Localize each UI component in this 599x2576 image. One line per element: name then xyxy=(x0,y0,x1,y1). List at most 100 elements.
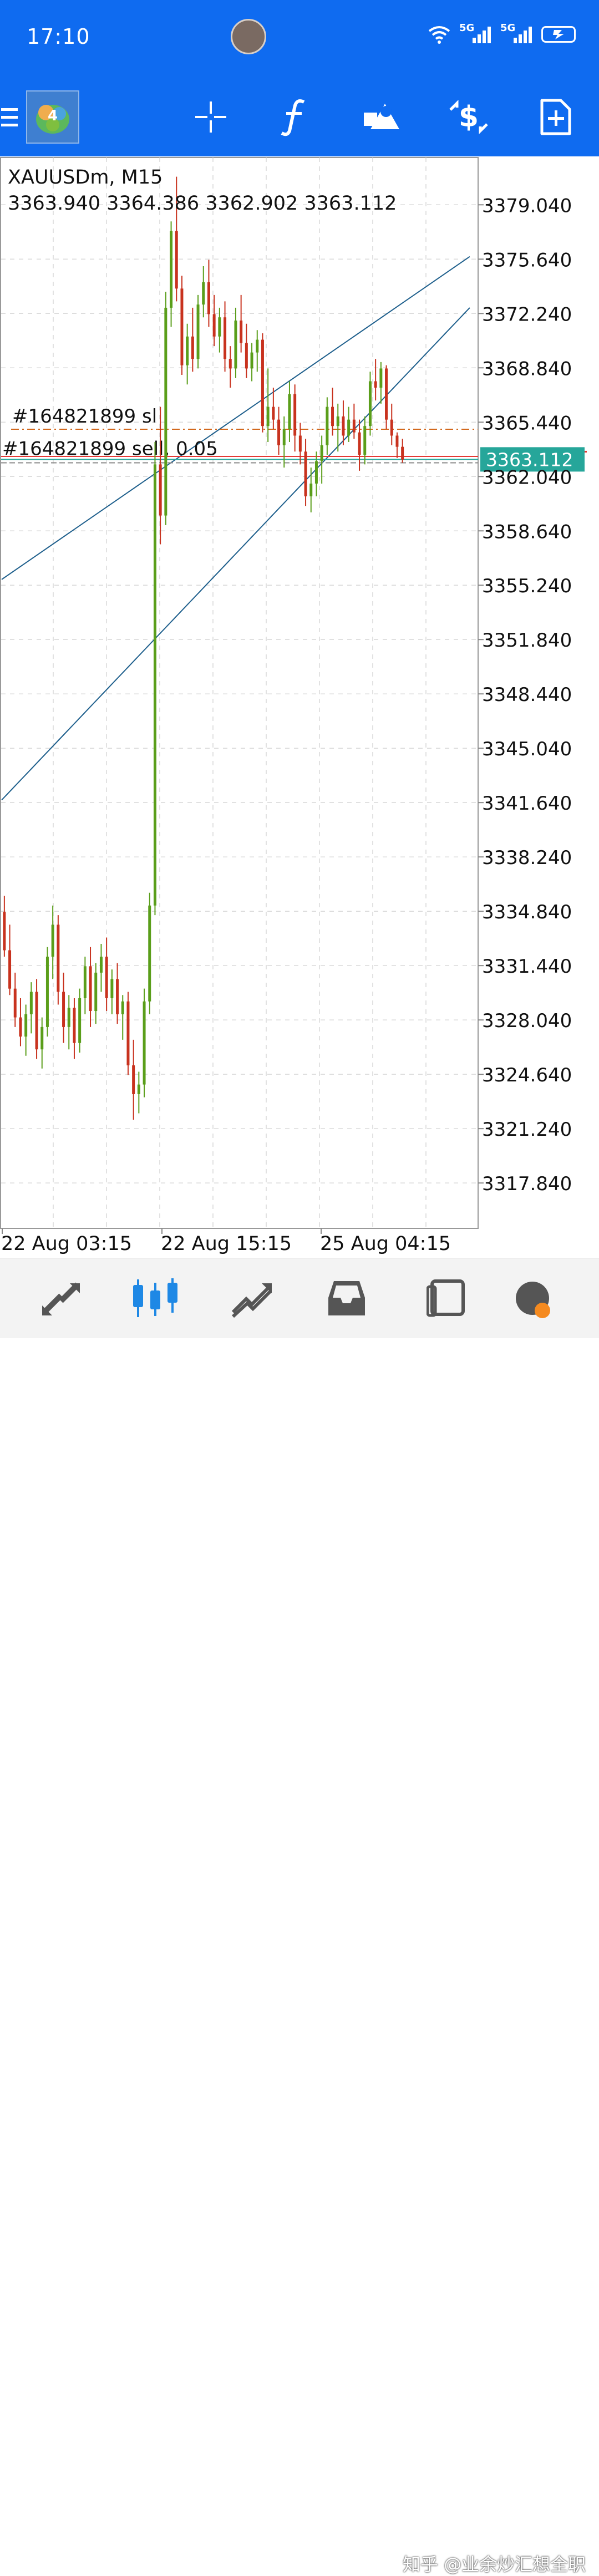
time-axis-label: 22 Aug 15:15 xyxy=(161,1233,292,1255)
menu-button[interactable] xyxy=(0,78,22,156)
price-axis-label: 3324.640 xyxy=(482,1064,572,1086)
price-chart[interactable]: #164821899 sl #164821899 sell, 0.05 3363.1… xyxy=(0,156,599,1257)
candle-body xyxy=(207,282,210,314)
candle-body xyxy=(320,445,323,461)
svg-text:4: 4 xyxy=(48,108,58,124)
trade-button[interactable]: $ xyxy=(444,78,494,156)
price-axis-label: 3341.640 xyxy=(482,792,572,815)
price-axis-label: 3355.240 xyxy=(482,575,572,597)
candle-body xyxy=(83,966,87,998)
status-bar: 17:10 5G 5G xyxy=(0,0,599,78)
current-price-tag xyxy=(480,447,585,472)
candle-body xyxy=(57,924,60,992)
candle-body xyxy=(256,339,259,353)
candle-body xyxy=(153,464,156,906)
candle-body xyxy=(293,394,297,436)
candle-body xyxy=(395,435,399,447)
candle-body xyxy=(175,231,178,289)
candle-body xyxy=(137,1084,140,1094)
history-icon xyxy=(328,1281,365,1315)
candle-body xyxy=(89,966,92,1012)
candle-body xyxy=(250,352,253,369)
chart-canvas[interactable]: #164821899 sl #164821899 sell, 0.05 3363.1… xyxy=(0,156,599,1257)
objects-button[interactable] xyxy=(359,78,404,156)
candle-body xyxy=(40,1027,44,1050)
trendline xyxy=(1,307,470,801)
candle-body xyxy=(326,407,329,445)
price-axis-label: 3348.440 xyxy=(482,684,572,706)
candle-body xyxy=(143,1001,146,1085)
candle-body xyxy=(331,407,334,426)
candle-body xyxy=(35,992,38,1050)
indicators-button[interactable] xyxy=(273,78,317,156)
nav-history[interactable] xyxy=(311,1258,383,1338)
status-icons: 5G 5G xyxy=(427,22,576,44)
candle-body xyxy=(78,998,82,1043)
crosshair-icon xyxy=(195,101,226,133)
candle-body xyxy=(401,446,404,460)
candle-body xyxy=(374,381,377,388)
candle-body xyxy=(121,1001,124,1014)
price-axis-label: 3338.240 xyxy=(482,847,572,869)
candle-body xyxy=(29,992,33,1014)
trade-dollar-icon: $ xyxy=(449,99,488,135)
app-logo[interactable]: 4 xyxy=(26,78,80,156)
nav-quotes[interactable] xyxy=(25,1258,97,1338)
price-axis-label: 3321.240 xyxy=(482,1119,572,1141)
svg-text:$: $ xyxy=(459,100,479,134)
app-logo-icon: 4 xyxy=(26,90,79,144)
candle-body xyxy=(342,416,345,436)
candle-body xyxy=(298,435,302,452)
price-axis-label: 3379.040 xyxy=(482,195,572,217)
price-axis-label: 3351.840 xyxy=(482,629,572,652)
trade-icon xyxy=(231,1283,272,1318)
function-icon xyxy=(281,99,305,136)
price-axis-label: 3317.840 xyxy=(482,1173,572,1195)
candle-body xyxy=(282,429,286,445)
candle-body xyxy=(347,419,351,436)
candle-body xyxy=(13,988,17,1018)
price-axis-label: 3345.040 xyxy=(482,738,572,760)
candle-body xyxy=(379,368,383,388)
price-axis-label: 3365.440 xyxy=(482,412,572,434)
candle-body xyxy=(51,924,54,957)
candle-body xyxy=(116,979,119,1014)
candle-body xyxy=(390,419,393,436)
trendlines xyxy=(1,256,470,801)
candle-body xyxy=(73,1008,76,1043)
price-axis-label: 3328.040 xyxy=(482,1010,572,1032)
nav-messages[interactable] xyxy=(410,1258,483,1338)
price-axis: 3379.040 3375.640 3372.240 3368.840 3365.440… xyxy=(478,195,572,1195)
crosshair-button[interactable] xyxy=(189,78,233,156)
quotes-icon xyxy=(42,1282,80,1315)
candle-body xyxy=(196,304,200,359)
chart-icon xyxy=(133,1278,177,1317)
price-axis-label: 3368.840 xyxy=(482,358,572,380)
nav-trade[interactable] xyxy=(216,1258,288,1338)
menu-icon xyxy=(1,108,18,126)
candle-body xyxy=(218,317,221,337)
candle-body xyxy=(314,461,318,484)
chart-grid xyxy=(0,157,479,1229)
candle-body xyxy=(277,419,281,445)
objects-icon xyxy=(364,104,399,129)
status-time: 17:10 xyxy=(27,24,90,49)
price-axis-label: 3375.640 xyxy=(482,249,572,271)
candle-body xyxy=(164,307,167,516)
candle-body xyxy=(8,950,12,989)
candle-body xyxy=(170,231,173,308)
candle-body xyxy=(105,957,108,998)
candle-body xyxy=(336,416,339,426)
nav-chart[interactable] xyxy=(119,1258,191,1338)
symbol-label: XAUUSDm, M15 xyxy=(8,166,163,189)
candle-body xyxy=(94,972,98,1012)
candle-body xyxy=(110,979,114,998)
battery-charging-icon xyxy=(541,26,576,43)
candle-body xyxy=(19,1017,22,1037)
new-order-button[interactable] xyxy=(534,78,578,156)
nav-settings[interactable] xyxy=(496,1258,568,1338)
price-levels: #164821899 sl #164821899 sell, 0.05 3363.1… xyxy=(1,405,587,472)
candle-body xyxy=(212,314,216,337)
candle-body xyxy=(304,451,307,497)
candle-body xyxy=(266,407,270,426)
